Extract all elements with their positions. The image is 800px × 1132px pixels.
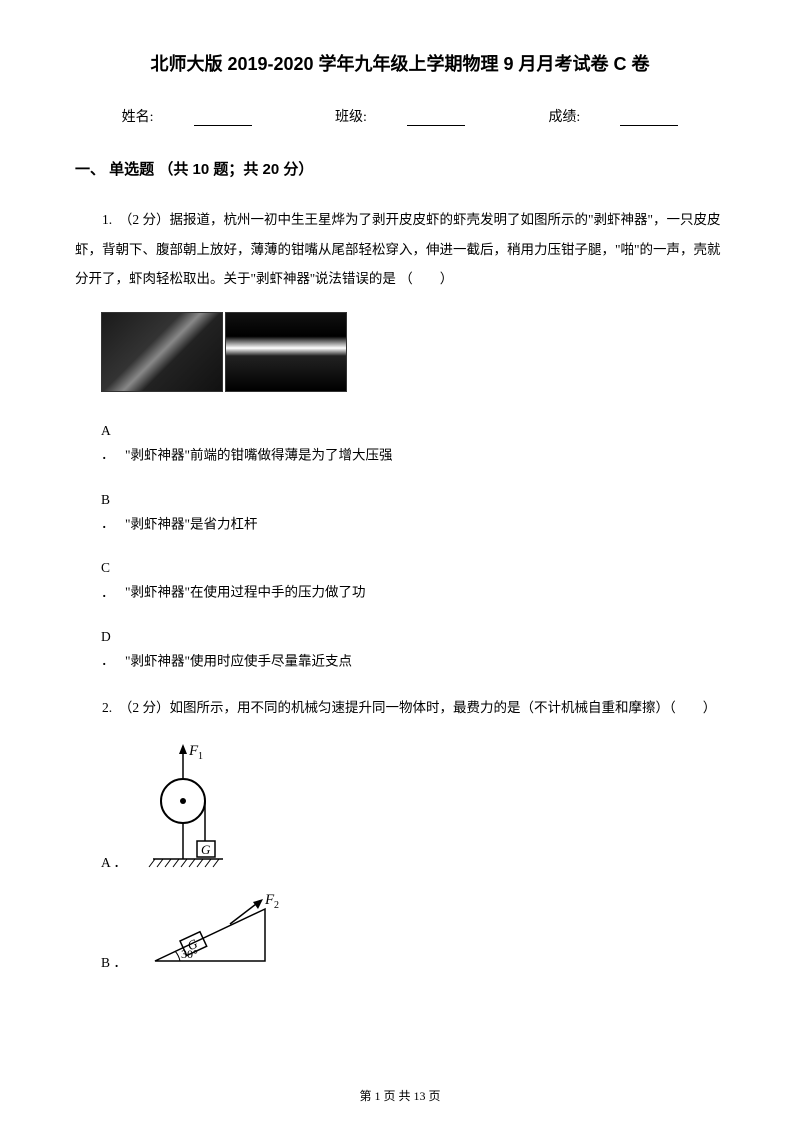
svg-text:1: 1 [198,751,203,762]
svg-text:2: 2 [274,900,279,911]
q1-option-c: C ．"剥虾神器"在使用过程中手的压力做了功 [101,556,725,605]
q1-optB-text: "剥虾神器"是省力杠杆 [125,516,258,531]
q2-optA-label: A ． [101,851,127,871]
q1-optB-label: B ． [101,488,125,537]
pulley-diagram: F 1 G [135,741,255,871]
question-1-text: 1. （2 分）据报道，杭州一初中生王星烨为了剥开皮皮虾的虾壳发明了如图所示的"… [75,205,725,294]
question-1-images [101,312,725,397]
q1-optD-label: D ． [101,625,125,674]
question-2-text: 2. （2 分）如图所示，用不同的机械匀速提升同一物体时，最费力的是（不计机械自… [75,693,725,723]
page-footer: 第 1 页 共 13 页 [0,1087,800,1104]
name-field: 姓名: [102,110,275,125]
question-1-options: A ．"剥虾神器"前端的钳嘴做得薄是为了增大压强 B ．"剥虾神器"是省力杠杆 … [101,419,725,673]
name-label: 姓名: [122,110,154,125]
shrimp-photo-1 [101,312,223,392]
q1-optD-text: "剥虾神器"使用时应使手尽量靠近支点 [125,653,352,668]
class-underline [407,112,465,126]
q1-optA-text: "剥虾神器"前端的钳嘴做得薄是为了增大压强 [125,447,393,462]
score-field: 成绩: [528,110,698,125]
incline-diagram: 30° G F 2 [135,891,290,971]
class-label: 班级: [335,110,367,125]
section-1-title: 一、 单选题 （共 10 题；共 20 分） [75,158,725,179]
shrimp-photo-2 [225,312,347,392]
q1-option-d: D ．"剥虾神器"使用时应使手尽量靠近支点 [101,625,725,674]
q1-optA-label: A ． [101,419,125,468]
score-label: 成绩: [548,110,580,125]
q1-optC-label: C ． [101,556,125,605]
score-underline [620,112,678,126]
q2-optB-label: B ． [101,951,127,971]
student-info-row: 姓名: 班级: 成绩: [75,106,725,126]
class-field: 班级: [315,110,488,125]
svg-text:G: G [201,842,211,857]
exam-title: 北师大版 2019-2020 学年九年级上学期物理 9 月月考试卷 C 卷 [75,50,725,76]
q2-option-a: A ． F 1 G [101,741,725,871]
name-underline [194,112,252,126]
q1-optC-text: "剥虾神器"在使用过程中手的压力做了功 [125,585,366,600]
q1-option-a: A ．"剥虾神器"前端的钳嘴做得薄是为了增大压强 [101,419,725,468]
q2-option-b: B ． 30° G F 2 [101,891,725,971]
q1-option-b: B ．"剥虾神器"是省力杠杆 [101,488,725,537]
